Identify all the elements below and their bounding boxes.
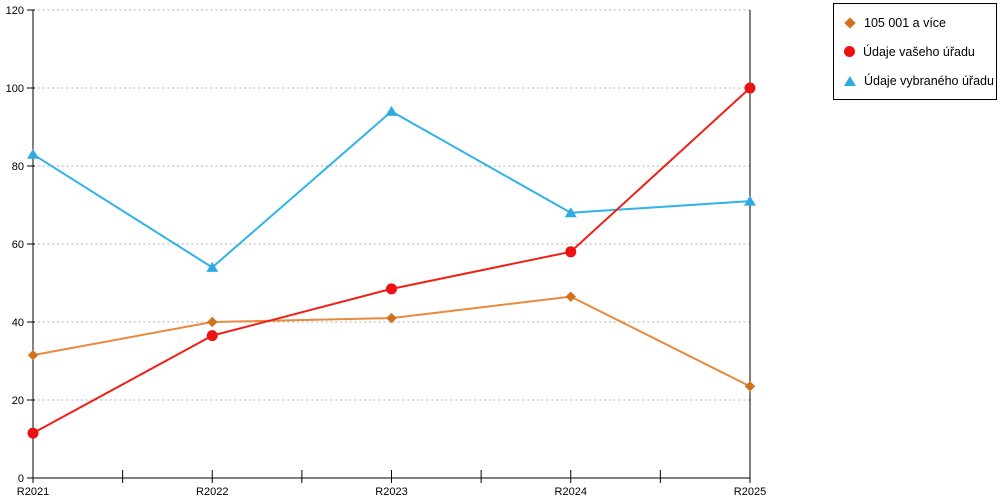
data-point-R2021-series-1[interactable] xyxy=(27,427,39,439)
x-axis-tick-label: R2024 xyxy=(555,486,587,498)
data-point-R2024-series-0[interactable] xyxy=(565,291,576,302)
data-point-R2024-series-1[interactable] xyxy=(565,246,577,258)
x-axis-tick-label: R2021 xyxy=(17,486,49,498)
series-line-2 xyxy=(32,110,751,269)
circle-icon xyxy=(844,46,855,57)
x-axis-tick-label: R2023 xyxy=(375,486,407,498)
legend-label: Údaje vašeho úřadu xyxy=(863,44,975,59)
legend-item-105-001-a-vice: 105 001 a více xyxy=(844,16,992,30)
series-line-0 xyxy=(32,295,751,388)
y-axis-tick-label: 100 xyxy=(6,83,24,95)
legend-item-udaje-vybraneho-uradu: Údaje vybraného úřadu xyxy=(844,73,994,88)
data-point-R2024-series-2[interactable] xyxy=(564,207,577,218)
diamond-icon xyxy=(844,16,856,29)
chart-legend: 105 001 a více Údaje vašeho úřadu Údaje … xyxy=(833,3,997,100)
data-point-R2025-series-1[interactable] xyxy=(744,82,756,94)
data-point-R2023-series-0[interactable] xyxy=(386,312,397,324)
data-point-R2023-series-1[interactable] xyxy=(386,283,397,295)
y-axis-tick-label: 120 xyxy=(6,5,24,17)
data-point-R2022-series-0[interactable] xyxy=(207,316,218,328)
data-point-R2025-series-2[interactable] xyxy=(744,195,756,206)
data-point-R2021-series-0[interactable] xyxy=(27,349,39,361)
data-point-R2025-series-0[interactable] xyxy=(744,381,756,392)
data-point-R2022-series-2[interactable] xyxy=(206,261,219,272)
data-point-R2021-series-2[interactable] xyxy=(27,148,39,159)
triangle-icon xyxy=(844,75,856,86)
data-point-R2022-series-1[interactable] xyxy=(206,330,218,342)
legend-label: 105 001 a více xyxy=(864,15,947,30)
legend-label: Údaje vybraného úřadu xyxy=(864,73,994,88)
y-axis-tick-label: 80 xyxy=(12,161,24,173)
y-axis-tick-label: 20 xyxy=(12,395,24,407)
data-point-R2023-series-2[interactable] xyxy=(385,105,398,116)
x-axis-tick-label: R2022 xyxy=(196,486,228,498)
legend-item-udaje-vaseho-uradu: Údaje vašeho úřadu xyxy=(844,45,992,59)
x-axis-tick-label: R2025 xyxy=(734,486,766,498)
y-axis-tick-label: 60 xyxy=(12,239,24,251)
y-axis-tick-label: 40 xyxy=(12,317,24,329)
y-axis-tick-label: 0 xyxy=(18,473,24,485)
series-line-1 xyxy=(32,87,751,435)
